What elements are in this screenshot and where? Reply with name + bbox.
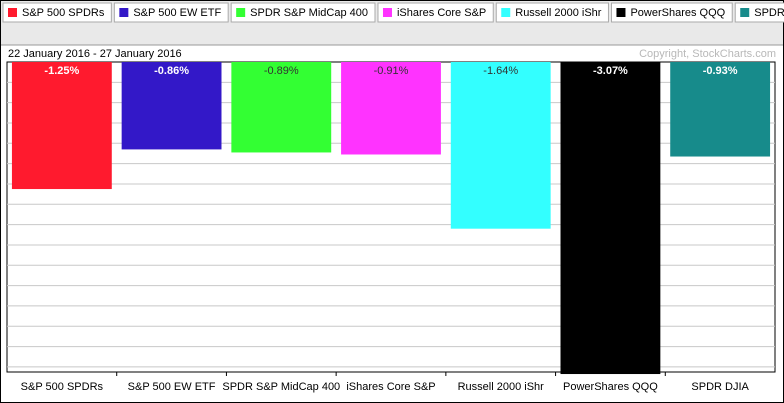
legend-label: SPDR S&P MidCap 400 xyxy=(250,7,368,19)
bar xyxy=(121,62,222,150)
legend-item xyxy=(377,2,494,23)
legend-swatch xyxy=(119,8,129,17)
legend-item xyxy=(610,2,733,23)
bar xyxy=(11,62,112,190)
legend-label: SPDR DJIA xyxy=(754,7,784,19)
legend-item xyxy=(113,2,229,23)
x-tick-label: iShares Core S&P xyxy=(346,381,435,393)
legend-item xyxy=(230,2,376,23)
x-tick-label: PowerShares QQQ xyxy=(563,381,658,393)
subtitle: 22 January 2016 - 27 January 2016 xyxy=(8,48,182,60)
bar xyxy=(341,62,441,155)
legend-item xyxy=(734,2,784,23)
legend-label: S&P 500 EW ETF xyxy=(133,7,221,19)
bar xyxy=(231,62,332,153)
legend-label: S&P 500 SPDRs xyxy=(22,7,105,19)
legend-label: Russell 2000 iShr xyxy=(515,7,602,19)
bar xyxy=(560,62,661,375)
value-label: -0.86% xyxy=(154,65,189,77)
legend-label: PowerShares QQQ xyxy=(630,7,725,19)
value-label: -1.64% xyxy=(483,65,518,77)
legend-swatch xyxy=(616,8,626,17)
legend-swatch xyxy=(236,8,246,17)
x-tick-label: SPDR DJIA xyxy=(691,381,749,393)
x-tick-label: Russell 2000 iShr xyxy=(458,381,545,393)
legend-swatch xyxy=(8,8,17,17)
value-label: -0.93% xyxy=(703,65,738,77)
legend-label: iShares Core S&P xyxy=(397,7,486,19)
legend-item xyxy=(2,2,112,23)
value-label: -0.89% xyxy=(264,65,299,77)
bar xyxy=(670,62,771,157)
value-label: -0.91% xyxy=(374,65,409,77)
bar xyxy=(450,62,551,229)
value-label: -3.07% xyxy=(593,65,628,77)
legend-swatch xyxy=(740,8,750,17)
x-tick-label: S&P 500 SPDRs xyxy=(21,381,104,393)
copyright: Copyright, StockCharts.com xyxy=(639,48,776,60)
legend-item xyxy=(495,2,609,23)
x-tick-label: SPDR S&P MidCap 400 xyxy=(222,381,340,393)
value-label: -1.25% xyxy=(44,65,79,77)
legend-swatch xyxy=(501,8,511,17)
x-tick-label: S&P 500 EW ETF xyxy=(128,381,216,393)
legend-swatch xyxy=(382,8,392,17)
